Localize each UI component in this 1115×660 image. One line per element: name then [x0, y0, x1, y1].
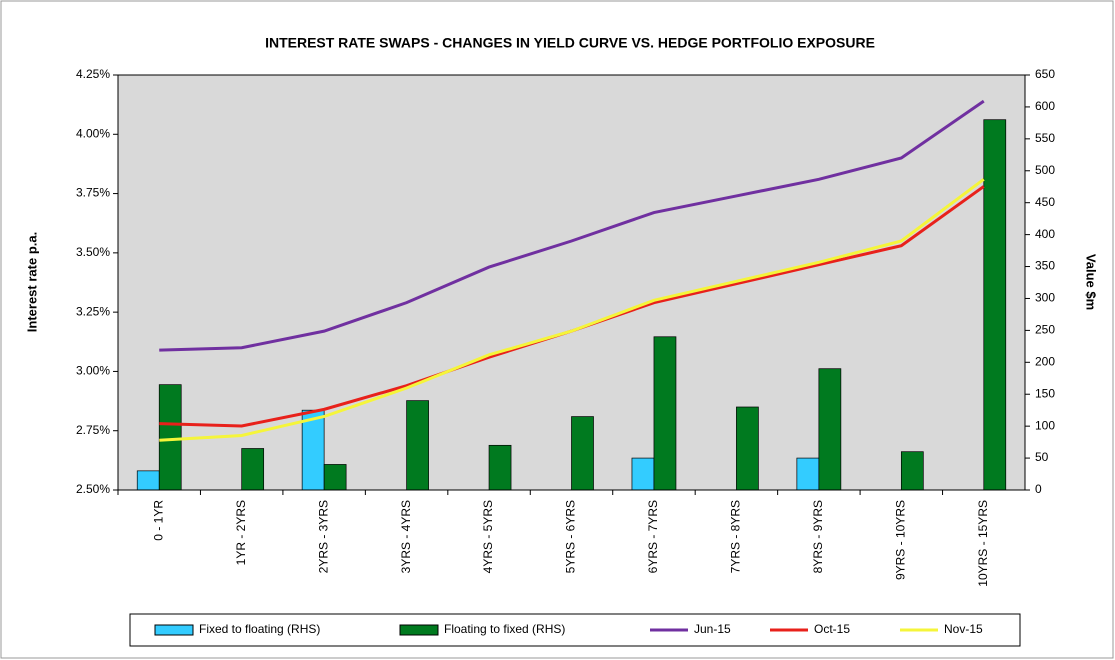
y2-tick-label: 250	[1035, 323, 1055, 337]
legend	[129, 613, 1021, 647]
x-tick-label: 4YRS - 5YRS	[481, 500, 495, 573]
bar	[241, 448, 265, 491]
x-tick-label: 10YRS - 15YRS	[976, 500, 990, 587]
y2-tick-label: 50	[1035, 450, 1049, 464]
legend-swatch	[154, 624, 194, 636]
line-series	[159, 178, 985, 442]
bar	[900, 451, 924, 491]
bar	[323, 464, 347, 491]
y2-tick-label: 500	[1035, 163, 1055, 177]
x-tick-label: 0 - 1YR	[151, 500, 165, 541]
x-tick-label: 1YR - 2YRS	[234, 500, 248, 565]
bar	[631, 457, 655, 491]
y2-axis-title: Value $m	[1084, 254, 1099, 310]
y-tick-label: 3.75%	[76, 186, 110, 200]
y2-tick-label: 400	[1035, 227, 1055, 241]
legend-label: Floating to fixed (RHS)	[444, 622, 565, 636]
x-tick-label: 7YRS - 8YRS	[729, 500, 743, 573]
x-tick-label: 8YRS - 9YRS	[811, 500, 825, 573]
y-tick-label: 2.50%	[76, 482, 110, 496]
y-axis-title: Interest rate p.a.	[24, 232, 39, 332]
y2-tick-label: 300	[1035, 291, 1055, 305]
y2-tick-label: 200	[1035, 354, 1055, 368]
legend-swatch	[399, 624, 439, 636]
chart-title: INTEREST RATE SWAPS - CHANGES IN YIELD C…	[265, 35, 875, 51]
y-tick-label: 3.50%	[76, 245, 110, 259]
line-series	[159, 99, 985, 352]
y-tick-label: 2.75%	[76, 423, 110, 437]
y2-tick-label: 450	[1035, 195, 1055, 209]
x-tick-label: 9YRS - 10YRS	[893, 500, 907, 580]
bar	[796, 457, 820, 491]
bar	[571, 416, 594, 491]
bar	[158, 384, 182, 491]
bar	[136, 470, 160, 491]
bar	[406, 400, 429, 491]
x-tick-label: 5YRS - 6YRS	[564, 500, 578, 573]
x-tick-label: 3YRS - 4YRS	[399, 500, 413, 573]
bar	[653, 336, 677, 491]
y-tick-label: 4.00%	[76, 126, 110, 140]
y-tick-label: 4.25%	[76, 67, 110, 81]
bar	[818, 368, 842, 491]
bar	[488, 444, 512, 491]
legend-label: Fixed to floating (RHS)	[199, 622, 320, 636]
y2-tick-label: 0	[1035, 482, 1042, 496]
y2-tick-label: 600	[1035, 99, 1055, 113]
y2-tick-label: 350	[1035, 259, 1055, 273]
x-tick-label: 6YRS - 7YRS	[646, 500, 660, 573]
bar	[736, 406, 759, 491]
x-tick-label: 2YRS - 3YRS	[316, 500, 330, 573]
y2-tick-label: 150	[1035, 386, 1055, 400]
y2-tick-label: 550	[1035, 131, 1055, 145]
y2-tick-label: 650	[1035, 67, 1055, 81]
bar	[983, 119, 1007, 491]
legend-label: Jun-15	[694, 622, 731, 636]
legend-label: Oct-15	[814, 622, 850, 636]
y-tick-label: 3.25%	[76, 304, 110, 318]
legend-label: Nov-15	[944, 622, 983, 636]
y-tick-label: 3.00%	[76, 364, 110, 378]
y2-tick-label: 100	[1035, 418, 1055, 432]
